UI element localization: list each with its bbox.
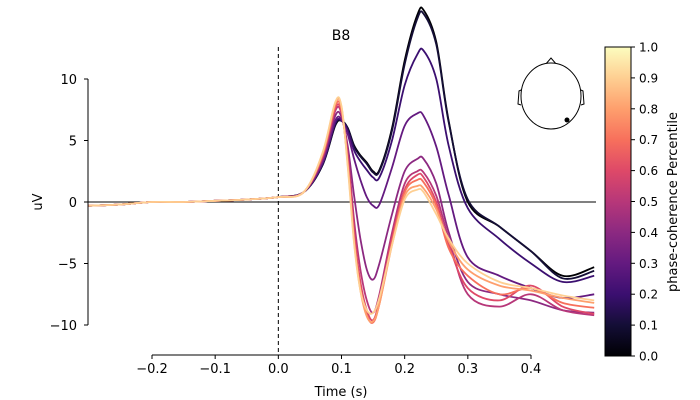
x-axis: −0.2 −0.1 0.0 0.1 0.2 0.3 0.4 Time (s) — [136, 354, 541, 400]
colorbar-tick-label: 0.7 — [639, 133, 658, 147]
series-line — [88, 103, 595, 322]
head-right-ear — [580, 89, 585, 106]
colorbar-tick-group: 0.0 0.1 0.2 0.3 0.4 0.5 0.6 0.7 0.8 0.9 1.0 — [631, 41, 658, 364]
colorbar-tick-label: 0.8 — [639, 102, 658, 116]
y-axis: 10 5 0 −5 −10 uV — [31, 73, 89, 334]
colorbar-label: phase-coherence Percentile — [666, 112, 681, 292]
sensor-marker — [564, 117, 570, 123]
x-tick-label: 0.3 — [457, 362, 478, 377]
x-tick-label: 0.2 — [394, 362, 415, 377]
y-tick-group: 10 5 0 −5 −10 — [50, 73, 88, 334]
y-tick-label: 5 — [69, 135, 77, 150]
x-tick-group: −0.2 −0.1 0.0 0.1 0.2 0.3 0.4 — [136, 355, 541, 377]
colorbar: 0.0 0.1 0.2 0.3 0.4 0.5 0.6 0.7 0.8 0.9 1.0 phase-… — [604, 41, 681, 364]
series-line — [88, 47, 595, 284]
colorbar-tick-label: 0.1 — [639, 319, 658, 333]
head-outline — [520, 62, 582, 130]
series-line — [88, 110, 595, 314]
x-tick-label: −0.2 — [136, 362, 168, 377]
colorbar-tick-label: 0.5 — [639, 195, 658, 209]
y-tick-label: 10 — [60, 73, 77, 88]
colorbar-tick-label: 0.4 — [639, 226, 658, 240]
series-line — [88, 111, 595, 299]
series-line — [88, 96, 595, 315]
colorbar-tick-label: 1.0 — [639, 41, 658, 55]
series-line — [88, 97, 595, 324]
x-tick-label: 0.0 — [268, 362, 289, 377]
colorbar-tick-label: 0.6 — [639, 164, 658, 178]
chart-title: B8 — [332, 28, 351, 44]
x-tick-label: 0.4 — [521, 362, 542, 377]
head-nose — [544, 57, 558, 66]
y-axis-label: uV — [31, 193, 46, 210]
x-tick-label: −0.1 — [199, 362, 231, 377]
colorbar-tick-label: 0.2 — [639, 288, 658, 302]
colorbar-tick-label: 0.0 — [639, 350, 658, 364]
x-tick-label: 0.1 — [331, 362, 352, 377]
colorbar-tick-label: 0.3 — [639, 257, 658, 271]
head-left-ear — [517, 89, 522, 106]
y-tick-label: −10 — [50, 319, 77, 334]
sensor-inset — [517, 57, 585, 130]
y-tick-label: 0 — [69, 196, 77, 211]
series-line — [88, 10, 595, 280]
series-line — [88, 6, 595, 278]
series-group — [88, 6, 595, 324]
colorbar-tick-label: 0.9 — [639, 71, 658, 85]
x-axis-label: Time (s) — [314, 385, 368, 400]
y-tick-label: −5 — [58, 258, 77, 273]
colorbar-fill — [604, 46, 632, 357]
